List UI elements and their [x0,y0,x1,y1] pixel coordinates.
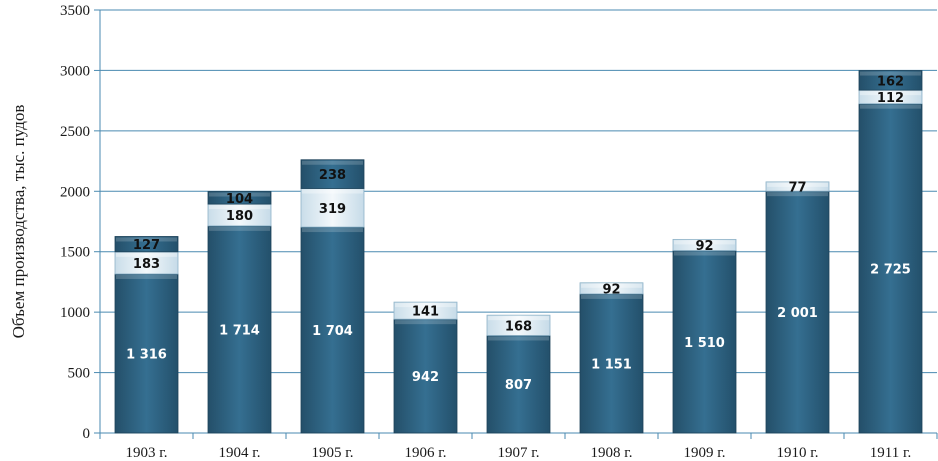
bar-segment [393,318,458,434]
y-tick-label: 3000 [60,63,90,79]
data-label: 2 725 [870,262,911,277]
bar-segment [114,236,179,253]
bar-highlight [488,336,549,341]
data-label: 1 316 [126,347,167,362]
bar-highlight [116,252,177,257]
y-tick-label: 2500 [60,124,90,140]
y-tick-label: 2000 [60,184,90,200]
bar-segment [579,293,644,434]
data-label: 1 151 [591,357,632,372]
x-tick-label: 1905 г. [312,445,354,461]
data-label: 942 [412,370,439,385]
bars [114,70,923,434]
bar-segment [765,190,830,434]
bar-highlight [860,71,921,76]
x-tick-label: 1911 г. [870,445,911,461]
bar-highlight [116,274,177,279]
data-label: 112 [877,91,904,106]
x-tick-label: 1907 г. [498,445,540,461]
y-tick-label: 1000 [60,305,90,321]
y-tick-label: 500 [68,366,91,382]
data-label: 141 [412,305,439,320]
data-label: 180 [226,209,253,224]
bar-segment [858,103,923,434]
x-tick-label: 1910 г. [777,445,819,461]
bar-segment [672,238,737,251]
x-tick-label: 1908 г. [591,445,633,461]
y-axis-title: Объем производства, тыс. пудов [9,105,28,339]
bar-segment [207,225,272,434]
bar-highlight [395,303,456,308]
bar-highlight [860,91,921,96]
bar-segment [207,191,272,205]
bar-segment [393,301,458,320]
labels: 1 316 183 127 1 714 180 104 1 704 319 238 942 141 8… [126,74,911,393]
bar-segment [858,70,923,91]
x-tick-label: 1904 г. [219,445,261,461]
data-label: 92 [695,239,713,254]
data-label: 127 [133,238,160,253]
data-label: 104 [226,192,253,207]
bar-highlight [674,240,735,245]
bar-highlight [767,182,828,187]
data-label: 238 [319,168,346,183]
data-label: 1 510 [684,336,725,351]
bar-highlight [581,283,642,288]
data-label: 319 [319,202,346,217]
data-label: 168 [505,319,532,334]
axes: 0 500 1000 1500 2000 2500 3000 3500 1903 г. 1904 … [60,3,938,461]
bar-segment [114,273,179,434]
bar-segment [579,282,644,295]
bar-highlight [116,237,177,242]
y-tick-label: 3500 [60,3,90,19]
data-label: 183 [133,257,160,272]
bar-segment [300,188,365,228]
data-label: 807 [505,378,532,393]
data-label: 162 [877,74,904,89]
x-tick-label: 1906 г. [405,445,447,461]
bar-highlight [209,192,270,197]
bar-highlight [302,160,363,165]
bar-highlight [674,251,735,256]
bar-highlight [581,294,642,299]
data-label: 2 001 [777,306,818,321]
data-label: 77 [788,181,806,196]
x-tick-label: 1909 г. [684,445,726,461]
bar-highlight [767,192,828,197]
bar-highlight [209,226,270,231]
bar-segment [300,159,365,189]
bar-highlight [395,320,456,325]
bar-highlight [488,316,549,321]
y-tick-label: 0 [83,426,91,442]
bar-segment [672,250,737,434]
bar-segment [765,181,830,192]
bar-segment [486,335,551,434]
bar-highlight [302,189,363,194]
data-label: 1 704 [312,324,353,339]
bar-highlight [209,205,270,210]
bar-highlight [302,228,363,233]
bar-highlight [860,104,921,109]
data-label: 1 714 [219,323,260,338]
data-label: 92 [602,282,620,297]
y-tick-label: 1500 [60,245,90,261]
bar-segment [486,314,551,336]
x-tick-label: 1903 г. [126,445,168,461]
bar-segment [300,226,365,434]
